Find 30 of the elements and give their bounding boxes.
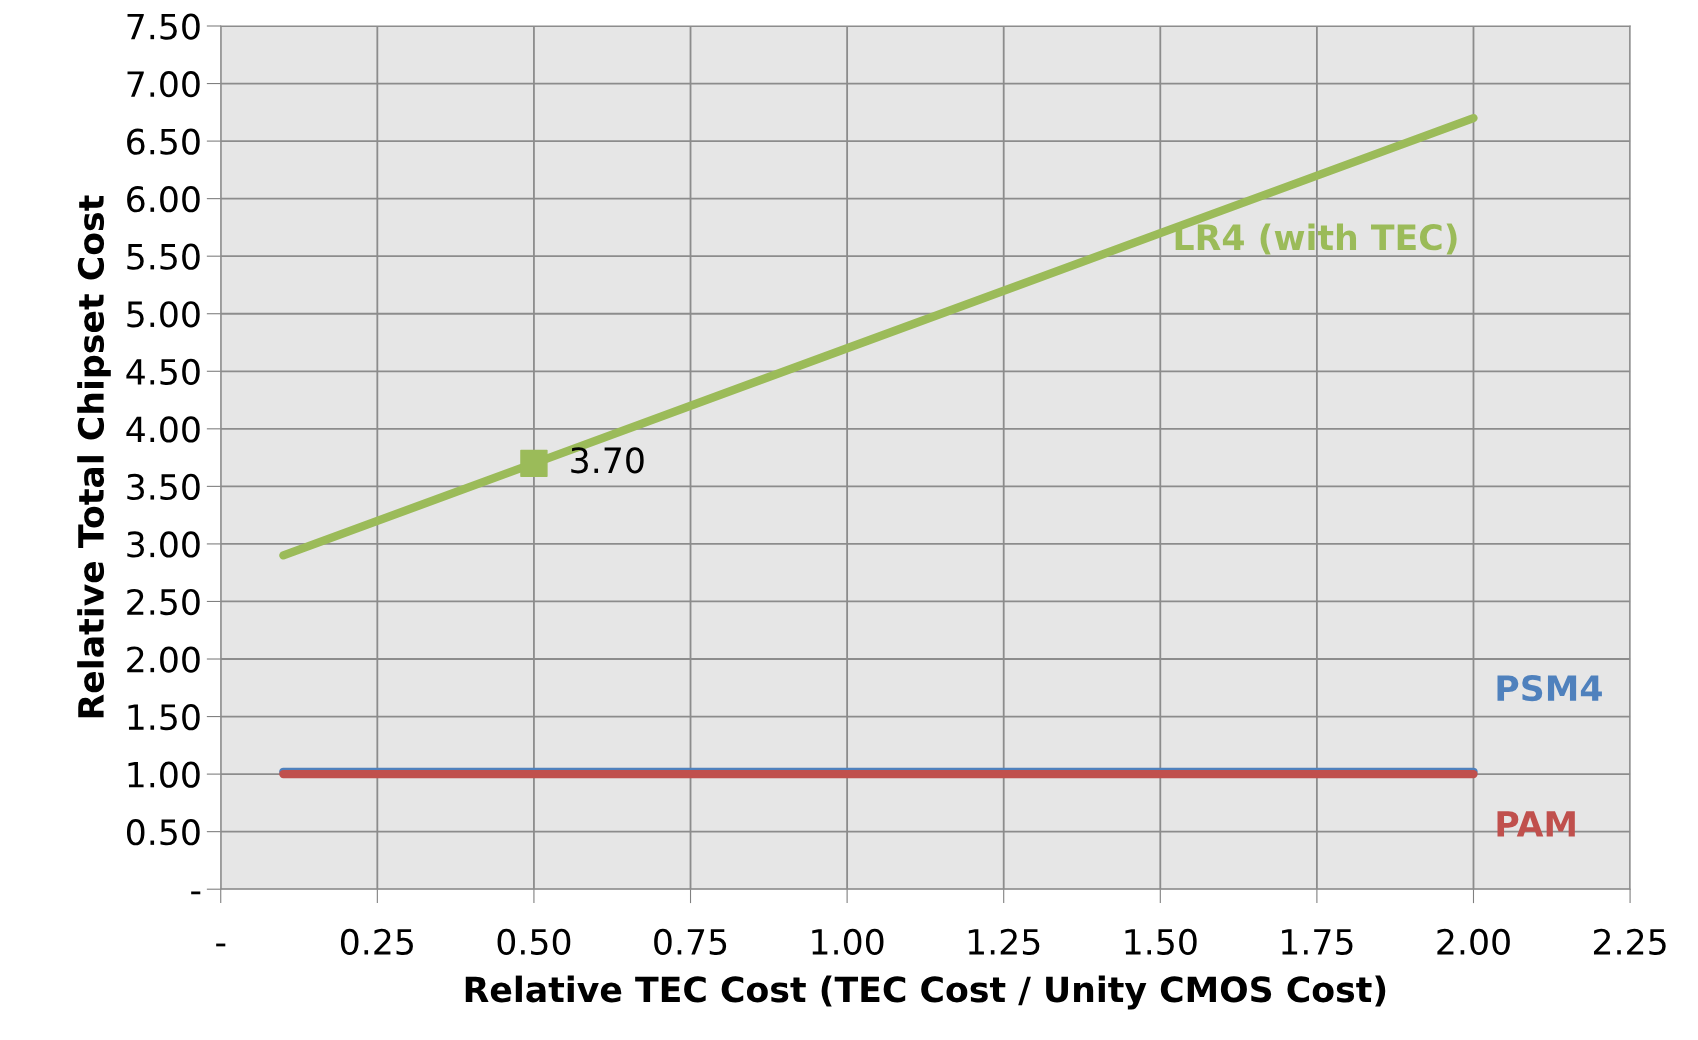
y-tick-label: 7.50 (127, 13, 200, 40)
x-tick-label: 1.75 (1282, 929, 1353, 955)
y-tick-label: 1.50 (128, 703, 200, 731)
y-tick-label: 7.00 (127, 70, 200, 98)
y-tick-label: 1.00 (128, 761, 200, 788)
x-tick-label: 1.25 (968, 928, 1040, 955)
x-tick-label: 0.50 (497, 928, 571, 955)
y-tick-label: 6.00 (127, 186, 200, 213)
y-tick-label: 4.50 (126, 358, 200, 385)
x-tick-label: 0.25 (340, 928, 413, 955)
text: PSM4 (1497, 675, 1602, 702)
y-tick-label: 2.00 (127, 646, 200, 673)
y-tick-label: 6.50 (127, 128, 200, 155)
annotation: 3.70 (571, 447, 644, 474)
y-tick-label: 5.00 (127, 301, 200, 328)
y-tick-label: 2.50 (127, 588, 200, 616)
y-tick-label: 4.00 (126, 416, 200, 443)
y-axis-title: Relative Total Chipset Cost (77, 195, 111, 718)
x-tick-label: 0.75 (654, 928, 727, 955)
x-axis-title: Relative TEC Cost (TEC Cost / Unity CMOS Cost) (465, 975, 1386, 1010)
x-tick-label: 1.00 (812, 928, 884, 955)
x-tick-label: 2.25 (1593, 928, 1666, 955)
x-tick-label: 2.00 (1437, 928, 1510, 955)
y-tick-label: 3.00 (127, 531, 200, 558)
y-tick-label: 0.50 (126, 819, 200, 846)
y-tick-label: - (191, 891, 201, 895)
series-label: PAM (1497, 811, 1575, 837)
x-tick-label: 1.50 (1125, 928, 1197, 955)
y-tick-label: 3.50 (127, 473, 200, 501)
y-tick-label: 5.50 (127, 243, 200, 270)
